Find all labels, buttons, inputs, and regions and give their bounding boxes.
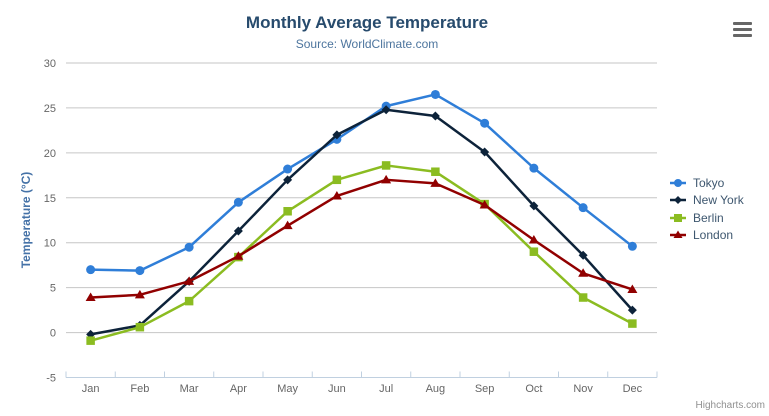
data-point-london-jan[interactable] (85, 292, 96, 302)
data-point-tokyo-feb[interactable] (135, 266, 145, 276)
data-point-tokyo-sep[interactable] (480, 118, 490, 128)
data-point-new-york-aug[interactable] (430, 111, 440, 121)
y-axis-label: 20 (44, 148, 56, 160)
legend-label: London (693, 228, 734, 243)
data-point-london-nov[interactable] (578, 268, 589, 277)
hamburger-menu-icon (733, 27, 752, 32)
x-axis-label: Mar (180, 383, 199, 395)
y-axis-label: 30 (44, 58, 56, 70)
triangle-marker-icon (670, 230, 686, 239)
data-point-tokyo-jan[interactable] (86, 265, 96, 275)
data-point-london-sep[interactable] (479, 199, 490, 209)
legend: Tokyo New York Berlin London (670, 174, 744, 244)
x-axis-label: Feb (130, 383, 149, 395)
data-point-tokyo-aug[interactable] (430, 89, 440, 99)
x-axis-label: Dec (623, 383, 643, 395)
data-point-tokyo-oct[interactable] (529, 163, 539, 173)
diamond-marker-icon (670, 196, 686, 205)
data-point-new-york-jul[interactable] (381, 105, 391, 115)
y-axis-label: 15 (44, 193, 56, 205)
legend-item-london[interactable]: London (670, 227, 744, 245)
data-point-new-york-dec[interactable] (627, 305, 637, 315)
data-point-tokyo-apr[interactable] (233, 197, 243, 207)
data-point-berlin-jan[interactable] (86, 336, 95, 345)
data-point-london-jun[interactable] (331, 190, 342, 200)
data-point-berlin-jul[interactable] (381, 161, 391, 170)
legend-label: Tokyo (693, 175, 725, 190)
data-point-london-jul[interactable] (381, 174, 392, 184)
x-axis-label: Jun (328, 383, 346, 395)
series-line-london (89, 178, 634, 299)
data-point-berlin-feb[interactable] (135, 322, 145, 332)
y-axis-label: -5 (46, 373, 56, 385)
data-point-new-york-sep[interactable] (480, 147, 490, 157)
data-point-berlin-jun[interactable] (332, 175, 342, 185)
y-axis-label: 0 (50, 328, 56, 340)
data-point-new-york-jun[interactable] (332, 130, 342, 140)
data-point-berlin-oct[interactable] (529, 247, 539, 256)
x-axis-label: Jul (379, 383, 393, 395)
chart-subtitle: Source: WorldClimate.com (295, 37, 439, 51)
data-point-berlin-aug[interactable] (431, 167, 440, 176)
data-point-new-york-oct[interactable] (529, 201, 539, 211)
data-point-london-dec[interactable] (627, 284, 638, 293)
x-axis-label: May (277, 383, 298, 395)
data-point-london-mar[interactable] (184, 276, 195, 285)
series-line-berlin (89, 164, 634, 342)
export-menu-button[interactable] (733, 22, 752, 38)
data-point-berlin-nov[interactable] (578, 293, 588, 302)
y-axis-label: 10 (44, 238, 56, 250)
data-point-berlin-mar[interactable] (184, 296, 194, 306)
data-point-berlin-dec[interactable] (628, 319, 637, 328)
data-point-tokyo-nov[interactable] (578, 203, 588, 213)
series-line-new-york (89, 108, 634, 336)
data-point-new-york-nov[interactable] (578, 250, 588, 260)
y-axis-label: 25 (44, 103, 56, 115)
hamburger-menu-icon (733, 33, 752, 38)
credits-link[interactable]: Highcharts.com (695, 400, 765, 411)
data-point-tokyo-mar[interactable] (184, 242, 194, 252)
legend-label: Berlin (693, 210, 724, 225)
x-axis-label: Jan (82, 383, 100, 395)
chart-title: Monthly Average Temperature (245, 13, 489, 32)
data-point-london-apr[interactable] (233, 251, 244, 260)
circle-marker-icon (670, 178, 686, 187)
y-axis-label: 5 (50, 283, 56, 295)
data-point-berlin-may[interactable] (283, 207, 292, 216)
data-point-tokyo-dec[interactable] (627, 241, 637, 251)
square-marker-icon (670, 213, 686, 222)
legend-item-new-york[interactable]: New York (670, 192, 744, 210)
legend-item-berlin[interactable]: Berlin (670, 209, 744, 227)
data-point-london-feb[interactable] (134, 289, 145, 299)
x-axis-label: Apr (230, 383, 247, 395)
x-axis-label: Sep (475, 383, 495, 395)
x-axis-label: Nov (573, 383, 593, 395)
x-axis-label: Oct (525, 383, 542, 395)
hamburger-menu-icon (733, 22, 752, 26)
data-point-london-may[interactable] (282, 220, 293, 230)
data-point-london-oct[interactable] (528, 235, 539, 244)
legend-label: New York (693, 193, 744, 208)
series-line-tokyo (89, 93, 634, 272)
data-point-new-york-apr[interactable] (233, 226, 243, 236)
data-point-london-aug[interactable] (430, 178, 441, 187)
data-point-tokyo-may[interactable] (283, 164, 293, 174)
data-point-new-york-may[interactable] (283, 175, 293, 185)
legend-item-tokyo[interactable]: Tokyo (670, 174, 744, 192)
x-axis-label: Aug (426, 383, 446, 395)
